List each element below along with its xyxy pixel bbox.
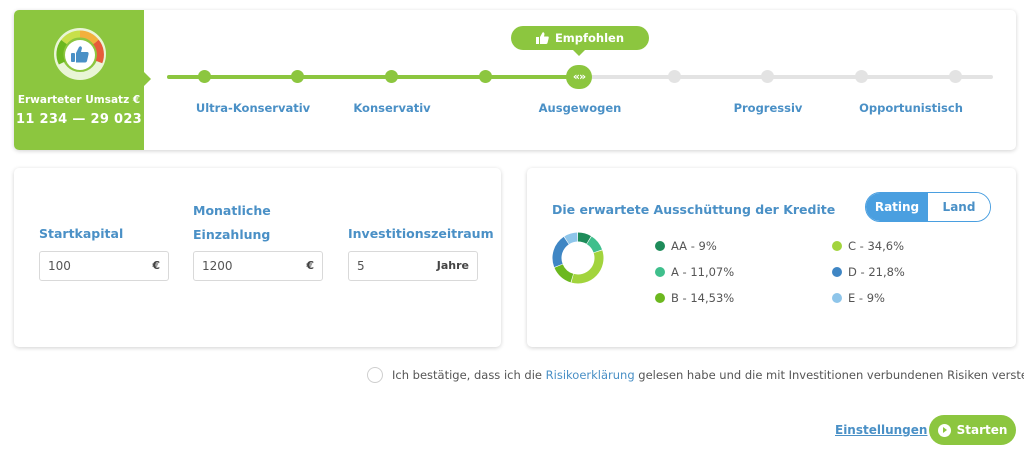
legend-swatch (655, 267, 665, 277)
distribution-toggle: Rating Land (865, 192, 991, 222)
donut-segment-a (586, 236, 603, 253)
legend-item-e: E - 9% (832, 291, 885, 305)
monthly-deposit-value: 1200 (202, 259, 233, 273)
legend-swatch (655, 241, 665, 251)
donut-segment-aa (577, 232, 592, 244)
slider-step-7[interactable] (761, 70, 774, 83)
distribution-title: Die erwartete Ausschüttung der Kredite (552, 202, 836, 217)
risk-slider-fill (167, 75, 579, 79)
recommended-label: Empfohlen (554, 31, 625, 45)
legend-item-a: A - 11,07% (655, 265, 734, 279)
slider-step-1[interactable] (198, 70, 211, 83)
donut-segment-d (552, 236, 570, 268)
legend-label: D - 21,8% (848, 265, 905, 279)
investment-inputs-card: Startkapital 100 € Monatliche Einzahlung… (14, 168, 501, 347)
start-capital-value: 100 (48, 259, 71, 273)
risk-label-ausgewogen[interactable]: Ausgewogen (538, 101, 622, 115)
risk-slider-handle[interactable]: «» (566, 65, 592, 89)
investment-period-label: Investitionszeitraum (348, 226, 494, 241)
risk-confirmation-checkbox[interactable] (367, 367, 383, 383)
start-capital-label: Startkapital (39, 226, 124, 241)
legend-item-d: D - 21,8% (832, 265, 905, 279)
distribution-donut-chart (552, 232, 604, 284)
expected-revenue-label: Erwarteter Umsatz € (17, 94, 141, 106)
credit-distribution-card: Die erwartete Ausschüttung der Kredite R… (527, 168, 1016, 347)
legend-label: AA - 9% (671, 239, 717, 253)
monthly-deposit-label: Monatliche Einzahlung (193, 199, 271, 247)
currency-unit: € (152, 259, 160, 272)
toggle-rating[interactable]: Rating (866, 193, 928, 221)
risk-statement-link[interactable]: Risikoerklärung (545, 368, 635, 382)
legend-item-c: C - 34,6% (832, 239, 904, 253)
slider-step-2[interactable] (291, 70, 304, 83)
slider-step-3[interactable] (385, 70, 398, 83)
expected-revenue-box: Erwarteter Umsatz € 11 234 — 29 023 (14, 10, 151, 150)
legend-item-aa: AA - 9% (655, 239, 717, 253)
recommended-badge: Empfohlen (511, 26, 649, 56)
expected-revenue-range: 11 234 — 29 023 (15, 112, 143, 127)
slider-step-4[interactable] (479, 70, 492, 83)
risk-label-opportunistisch[interactable]: Opportunistisch (859, 101, 963, 115)
risk-confirmation-row: Ich bestätige, dass ich die Risikoerklär… (367, 367, 1024, 383)
donut-segment-e (564, 232, 578, 245)
play-icon (937, 423, 951, 437)
years-unit: Jahre (436, 259, 469, 272)
currency-unit: € (306, 259, 314, 272)
legend-label: C - 34,6% (848, 239, 905, 253)
settings-link[interactable]: Einstellungen (835, 423, 928, 437)
thumbs-up-icon (71, 46, 89, 63)
donut-segment-b (554, 263, 574, 283)
thumbs-up-icon (535, 32, 549, 44)
monthly-deposit-label-line1: Monatliche (193, 203, 271, 218)
slider-step-9[interactable] (949, 70, 962, 83)
legend-label: B - 14,53% (671, 291, 735, 305)
legend-swatch (655, 293, 665, 303)
risk-label-ultra-konservativ[interactable]: Ultra-Konservativ (195, 101, 311, 115)
start-capital-field[interactable]: 100 € (39, 251, 169, 281)
risk-label-progressiv[interactable]: Progressiv (733, 101, 803, 115)
confirmation-text-after: gelesen habe und die mit Investitionen v… (638, 368, 1024, 382)
risk-profile-panel: Erwarteter Umsatz € 11 234 — 29 023 Empf… (14, 10, 1016, 150)
monthly-deposit-label-line2: Einzahlung (193, 227, 271, 242)
confirmation-text-before: Ich bestätige, dass ich die (392, 368, 542, 382)
investment-period-value: 5 (357, 259, 365, 273)
slider-step-6[interactable] (668, 70, 681, 83)
start-button-label: Starten (956, 423, 1008, 437)
donut-segment-c (571, 250, 604, 284)
investment-period-field[interactable]: 5 Jahre (348, 251, 478, 281)
start-button[interactable]: Starten (929, 415, 1016, 445)
legend-swatch (832, 241, 842, 251)
risk-gauge-icon (54, 28, 106, 80)
slider-step-8[interactable] (855, 70, 868, 83)
monthly-deposit-field[interactable]: 1200 € (193, 251, 323, 281)
legend-item-b: B - 14,53% (655, 291, 734, 305)
legend-label: E - 9% (848, 291, 885, 305)
risk-label-konservativ[interactable]: Konservativ (353, 101, 431, 115)
legend-swatch (832, 267, 842, 277)
legend-swatch (832, 293, 842, 303)
toggle-land[interactable]: Land (928, 193, 990, 221)
legend-label: A - 11,07% (671, 265, 735, 279)
